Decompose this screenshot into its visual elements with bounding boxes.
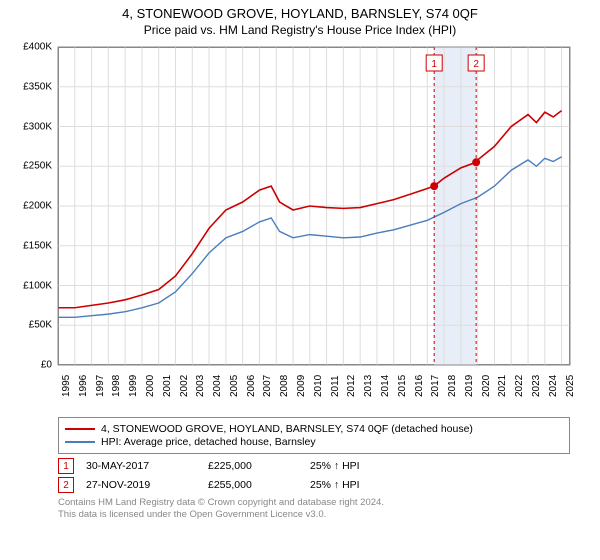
x-axis-label: 2012 bbox=[346, 375, 357, 397]
y-axis-label: £150K bbox=[8, 240, 52, 251]
x-axis-label: 1995 bbox=[61, 375, 72, 397]
x-axis-label: 2022 bbox=[514, 375, 525, 397]
y-axis-label: £100K bbox=[8, 280, 52, 291]
x-axis-label: 1998 bbox=[111, 375, 122, 397]
x-axis-label: 2021 bbox=[497, 375, 508, 397]
x-axis-label: 2011 bbox=[330, 375, 341, 397]
x-axis-label: 2016 bbox=[414, 375, 425, 397]
x-axis-label: 2014 bbox=[380, 375, 391, 397]
legend-item-property: 4, STONEWOOD GROVE, HOYLAND, BARNSLEY, S… bbox=[65, 423, 563, 435]
transaction-marker-1: 1 bbox=[58, 458, 74, 474]
legend-label-property: 4, STONEWOOD GROVE, HOYLAND, BARNSLEY, S… bbox=[101, 423, 473, 435]
legend-swatch-property bbox=[65, 428, 95, 430]
x-axis-label: 2000 bbox=[145, 375, 156, 397]
chart-svg: 12 bbox=[8, 43, 592, 413]
x-axis-label: 1997 bbox=[95, 375, 106, 397]
transaction-date: 27-NOV-2019 bbox=[86, 479, 196, 491]
y-axis-label: £50K bbox=[8, 320, 52, 331]
x-axis-label: 2025 bbox=[565, 375, 576, 397]
transaction-price: £255,000 bbox=[208, 479, 298, 491]
y-axis-label: £250K bbox=[8, 161, 52, 172]
x-axis-label: 2002 bbox=[179, 375, 190, 397]
x-axis-label: 2018 bbox=[447, 375, 458, 397]
transaction-price: £225,000 bbox=[208, 460, 298, 472]
table-row: 1 30-MAY-2017 £225,000 25% ↑ HPI bbox=[58, 458, 570, 474]
y-axis-label: £350K bbox=[8, 81, 52, 92]
x-axis-label: 2003 bbox=[195, 375, 206, 397]
transaction-marker-2: 2 bbox=[58, 477, 74, 493]
x-axis-label: 2008 bbox=[279, 375, 290, 397]
footer-line-1: Contains HM Land Registry data © Crown c… bbox=[58, 497, 570, 509]
x-axis-label: 2001 bbox=[162, 375, 173, 397]
transaction-hpi: 25% ↑ HPI bbox=[310, 479, 420, 491]
transaction-hpi: 25% ↑ HPI bbox=[310, 460, 420, 472]
y-axis-label: £300K bbox=[8, 121, 52, 132]
legend: 4, STONEWOOD GROVE, HOYLAND, BARNSLEY, S… bbox=[58, 417, 570, 454]
x-axis-label: 2010 bbox=[313, 375, 324, 397]
svg-text:2: 2 bbox=[473, 59, 479, 70]
footer-line-2: This data is licensed under the Open Gov… bbox=[58, 509, 570, 521]
y-axis-label: £400K bbox=[8, 42, 52, 53]
x-axis-label: 2020 bbox=[481, 375, 492, 397]
transactions-table: 1 30-MAY-2017 £225,000 25% ↑ HPI 2 27-NO… bbox=[58, 458, 570, 493]
x-axis-label: 2019 bbox=[464, 375, 475, 397]
footer-attribution: Contains HM Land Registry data © Crown c… bbox=[58, 497, 570, 521]
x-axis-label: 1996 bbox=[78, 375, 89, 397]
x-axis-label: 1999 bbox=[128, 375, 139, 397]
x-axis-label: 2015 bbox=[397, 375, 408, 397]
x-axis-label: 2006 bbox=[246, 375, 257, 397]
table-row: 2 27-NOV-2019 £255,000 25% ↑ HPI bbox=[58, 477, 570, 493]
chart-subtitle: Price paid vs. HM Land Registry's House … bbox=[8, 23, 592, 37]
x-axis-label: 2013 bbox=[363, 375, 374, 397]
x-axis-label: 2017 bbox=[430, 375, 441, 397]
x-axis-label: 2023 bbox=[531, 375, 542, 397]
x-axis-label: 2024 bbox=[548, 375, 559, 397]
transaction-date: 30-MAY-2017 bbox=[86, 460, 196, 472]
legend-item-hpi: HPI: Average price, detached house, Barn… bbox=[65, 436, 563, 448]
x-axis-label: 2005 bbox=[229, 375, 240, 397]
y-axis-label: £200K bbox=[8, 201, 52, 212]
y-axis-label: £0 bbox=[8, 360, 52, 371]
legend-swatch-hpi bbox=[65, 441, 95, 443]
legend-label-hpi: HPI: Average price, detached house, Barn… bbox=[101, 436, 316, 448]
x-axis-label: 2009 bbox=[296, 375, 307, 397]
x-axis-label: 2007 bbox=[262, 375, 273, 397]
chart-area: 12 £0£50K£100K£150K£200K£250K£300K£350K£… bbox=[8, 43, 592, 413]
chart-title: 4, STONEWOOD GROVE, HOYLAND, BARNSLEY, S… bbox=[8, 6, 592, 21]
x-axis-label: 2004 bbox=[212, 375, 223, 397]
svg-text:1: 1 bbox=[431, 59, 437, 70]
